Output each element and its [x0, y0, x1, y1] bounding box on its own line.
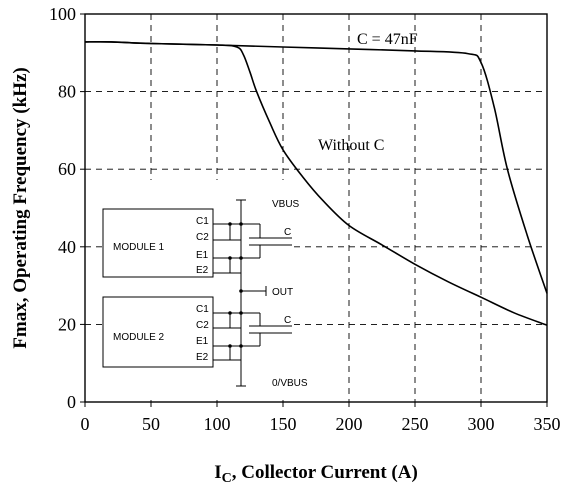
x-axis-title: IC, Collector Current (A)	[214, 462, 418, 486]
y-tick-label-0: 0	[67, 392, 76, 412]
module-1-pin-c1: C1	[196, 216, 209, 227]
module-2-pin-c2: C2	[196, 320, 209, 331]
module-1-box	[102, 208, 214, 278]
module-2-label: MODULE 2	[113, 332, 165, 343]
x-tick-labels: 0 50 100 150 200 250 300 350	[81, 402, 561, 434]
annotation-without-c: Without C	[318, 137, 384, 154]
module-1-pin-e2: E2	[196, 265, 209, 276]
module-2-pin-e2: E2	[196, 352, 209, 363]
ground-label: 0/VBUS	[272, 378, 308, 389]
module-1-label: MODULE 1	[113, 242, 165, 253]
x-tick-label-2: 100	[204, 414, 231, 434]
x-tick-label-7: 350	[534, 414, 561, 434]
vbus-label: VBUS	[272, 199, 300, 210]
annotation-c-47nf: C = 47nF	[357, 31, 418, 48]
x-tick-label-1: 50	[142, 414, 160, 434]
x-tick-label-6: 300	[468, 414, 495, 434]
module-1-pin-e1: E1	[196, 250, 209, 261]
out-label: OUT	[272, 287, 293, 298]
plot-frame	[84, 13, 548, 403]
x-tick-label-0: 0	[81, 414, 90, 434]
circuit-schematic: MODULE 1 C1 C2 E1 E2 MODULE 2 C1 C2 E1 E…	[102, 180, 308, 400]
module-1-pin-c2: C2	[196, 232, 209, 243]
module-2-box	[102, 296, 214, 368]
y-tick-label-4: 80	[58, 82, 76, 102]
y-tick-label-2: 40	[58, 237, 76, 257]
module-2-pin-e1: E1	[196, 336, 209, 347]
y-tick-label-3: 60	[58, 159, 76, 179]
capacitor-2-label: C	[284, 315, 291, 326]
capacitor-1-label: C	[284, 227, 291, 238]
y-tick-label-5: 100	[49, 4, 76, 24]
series-lines	[84, 41, 548, 326]
x-tick-label-3: 150	[270, 414, 297, 434]
y-axis-title: Fmax, Operating Frequency (kHz)	[10, 67, 31, 348]
y-tick-label-1: 20	[58, 314, 76, 334]
series-line-1	[84, 41, 548, 326]
module-2-pin-c1: C1	[196, 304, 209, 315]
x-tick-label-5: 250	[402, 414, 429, 434]
x-tick-label-4: 200	[336, 414, 363, 434]
y-tick-labels: 0 20 40 60 80 100	[49, 4, 85, 412]
